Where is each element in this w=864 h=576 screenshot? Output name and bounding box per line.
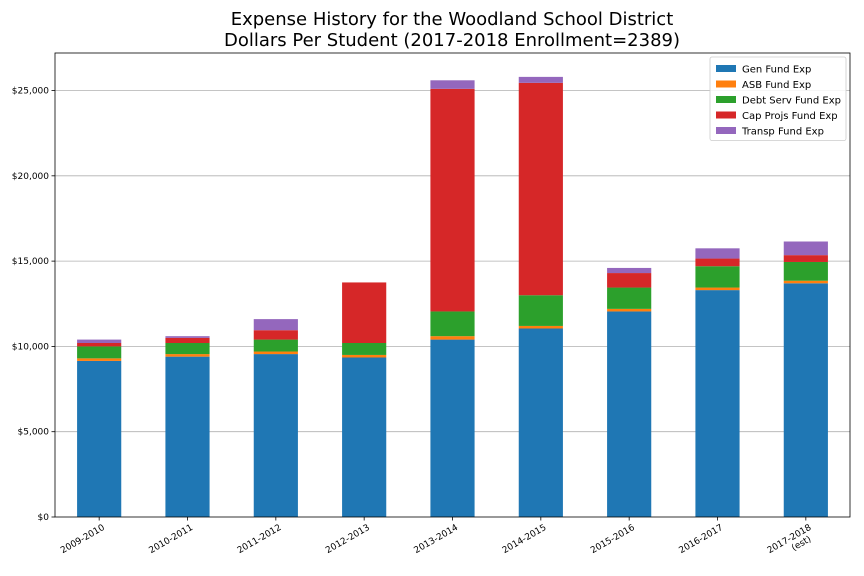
bar-segment [77,346,122,359]
x-tick-label-line: 2009-2010 [59,523,107,556]
legend: Gen Fund Exp ASB Fund Exp Debt Serv Fund E… [709,56,847,141]
bar-segment [165,336,210,338]
y-tick-label: $25,000 [12,87,49,97]
x-tick-label: 2009-2010 [59,523,107,556]
bar-segment [695,290,740,517]
bar-segment [518,295,563,326]
legend-label: ASB Fund Exp [742,80,811,91]
bar-segment [430,88,475,312]
chart-title-line-2: Dollars Per Student (2017-2018 Enrollmen… [224,30,680,51]
bar-segment [783,255,828,262]
bars [77,76,828,517]
bar-segment [695,248,740,259]
y-tick-label: $10,000 [12,342,49,352]
x-tick-label-line: 2015-2016 [589,523,637,556]
bar-segment [165,356,210,517]
bar-segment [342,282,387,343]
y-axis-ticks: $0 $5,000 $10,000 $15,000 $20,000 $25,000 [12,87,55,523]
bar-segment [77,360,122,517]
legend-swatch [716,65,736,72]
bar-segment [518,325,563,329]
legend-box [709,56,847,141]
bar-segment [253,339,298,352]
bar-segment [77,339,122,343]
legend-label: Gen Fund Exp [742,65,811,76]
legend-label: Debt Serv Fund Exp [742,96,841,107]
bar-segment [518,82,563,296]
bar-segment [342,354,387,358]
bar-segment [342,343,387,355]
bar-segment [430,80,475,89]
bar-segment [77,358,122,361]
x-tick-label: 2014-2015 [501,523,548,556]
bar-segment [342,357,387,517]
bar-segment [607,267,652,274]
bar-segment [430,339,475,517]
x-tick-label: 2016-2017 [678,523,725,556]
x-tick-label: 2013-2014 [413,523,461,556]
x-axis-ticks: 2009-2010 2010-2011 2011-2012 2012-2013 2013… [59,517,819,565]
bar-segment [165,354,210,357]
legend-swatch [716,111,736,119]
y-tick-label: $0 [38,513,50,523]
x-tick-label-line: 2012-2013 [324,523,371,556]
chart-title-line-1: Expense History for the Woodland School … [231,9,674,30]
x-tick-label: 2011-2012 [236,523,283,556]
y-tick-label: $15,000 [12,257,49,267]
x-tick-label: 2017-2018(est) [766,523,819,565]
x-tick-label-line: 2011-2012 [236,523,283,556]
bar-segment [430,336,475,340]
x-tick-label: 2015-2016 [589,523,637,556]
legend-label: Transp Fund Exp [741,127,824,138]
x-tick-label: 2010-2011 [148,523,195,556]
legend-swatch [716,127,736,134]
bar-segment [165,343,210,355]
bar-segment [695,266,740,288]
bar-segment [783,280,828,284]
x-tick-label-line: 2010-2011 [148,523,195,556]
x-tick-label-line: 2014-2015 [501,523,548,556]
x-tick-label-line: 2016-2017 [678,523,725,556]
bar-segment [783,241,828,256]
bar-segment [607,273,652,288]
legend-swatch [716,96,736,103]
bar-segment [607,308,652,312]
bar-segment [607,287,652,309]
bar-segment [165,337,210,343]
bar-segment [695,287,740,291]
bar-segment [518,76,563,83]
bar-segment [783,261,828,281]
legend-swatch [716,80,736,88]
bar-segment [430,311,475,337]
bar-segment [695,258,740,267]
bar-segment [253,354,298,517]
x-tick-label: 2012-2013 [324,523,371,556]
y-tick-label: $5,000 [18,428,50,438]
legend-label: Cap Projs Fund Exp [742,111,838,122]
bar-segment [77,343,122,347]
bar-segment [518,328,563,517]
bar-segment [253,351,298,355]
bar-segment [783,283,828,517]
bar-segment [607,311,652,517]
chart-title: Expense History for the Woodland School … [224,9,680,51]
x-tick-label-line: 2013-2014 [413,523,461,556]
bar-segment [253,319,298,331]
bar-segment [253,330,298,340]
y-tick-label: $20,000 [12,172,49,182]
